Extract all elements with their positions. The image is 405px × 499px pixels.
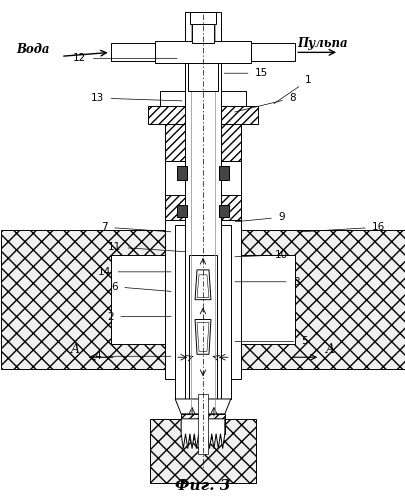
Bar: [165, 121, 193, 161]
Bar: [212, 196, 240, 220]
Polygon shape: [1, 230, 165, 369]
Polygon shape: [175, 399, 230, 414]
Bar: [165, 196, 193, 220]
Polygon shape: [194, 270, 211, 300]
Text: 8: 8: [234, 93, 295, 112]
Text: Вода: Вода: [16, 43, 50, 56]
Bar: [190, 11, 215, 23]
Bar: [188, 61, 217, 91]
Text: 2: 2: [107, 311, 171, 321]
Bar: [216, 225, 230, 399]
Bar: [218, 205, 228, 217]
Bar: [218, 166, 228, 181]
Polygon shape: [240, 230, 404, 369]
Polygon shape: [196, 275, 209, 298]
Text: 7: 7: [101, 222, 171, 232]
Text: 15: 15: [224, 68, 268, 78]
Text: 5: 5: [234, 336, 307, 346]
Bar: [150, 419, 255, 484]
Text: 11: 11: [108, 242, 185, 252]
Text: A: A: [71, 343, 80, 356]
Bar: [181, 414, 224, 434]
Bar: [189, 255, 216, 399]
Bar: [212, 121, 240, 161]
Bar: [111, 43, 155, 61]
Bar: [177, 205, 187, 217]
Bar: [177, 166, 187, 181]
Bar: [155, 41, 250, 63]
Text: 4: 4: [94, 351, 171, 361]
Text: 3: 3: [234, 277, 299, 287]
Text: Фиг. 3: Фиг. 3: [175, 480, 230, 494]
Polygon shape: [196, 322, 209, 351]
Bar: [250, 43, 294, 61]
Polygon shape: [181, 419, 224, 449]
Text: 1: 1: [273, 75, 311, 104]
Bar: [192, 21, 213, 43]
Bar: [165, 121, 193, 379]
Text: Пульпа: Пульпа: [296, 37, 347, 50]
Polygon shape: [194, 319, 211, 354]
Text: 13: 13: [91, 93, 181, 103]
Bar: [185, 11, 220, 424]
Bar: [160, 91, 245, 106]
Bar: [212, 121, 240, 379]
Bar: [175, 225, 189, 399]
Bar: [148, 106, 257, 124]
Text: 10: 10: [234, 250, 287, 260]
Text: 14: 14: [98, 267, 171, 277]
Text: 16: 16: [299, 222, 384, 232]
Text: 12: 12: [73, 53, 177, 63]
Text: A: A: [325, 343, 334, 356]
Text: 6: 6: [111, 282, 171, 292]
Text: 9: 9: [234, 212, 284, 222]
Bar: [198, 394, 207, 454]
